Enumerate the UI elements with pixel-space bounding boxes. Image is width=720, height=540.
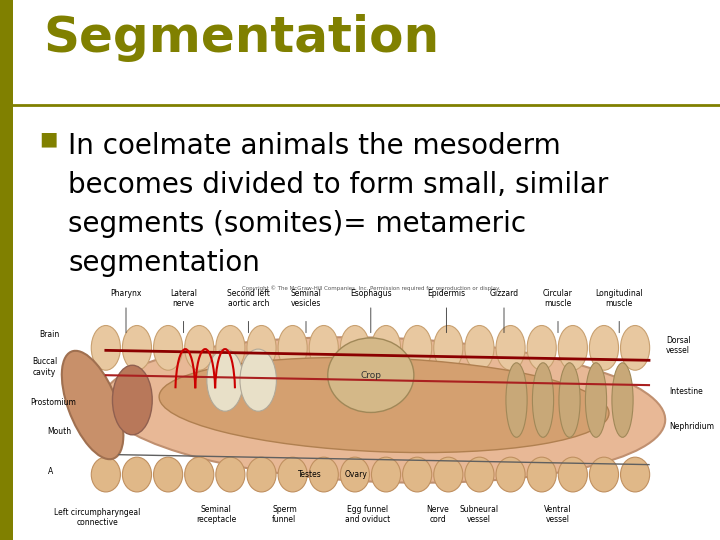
Ellipse shape	[402, 326, 432, 370]
Ellipse shape	[621, 326, 649, 370]
Ellipse shape	[341, 457, 369, 492]
Text: Segmentation: Segmentation	[43, 14, 439, 62]
Text: Dorsal
vessel: Dorsal vessel	[666, 336, 690, 355]
Ellipse shape	[184, 326, 214, 370]
Ellipse shape	[590, 326, 618, 370]
Ellipse shape	[328, 338, 414, 413]
Text: Testes: Testes	[298, 470, 321, 479]
Ellipse shape	[402, 457, 432, 492]
Ellipse shape	[496, 457, 525, 492]
Text: ■: ■	[40, 130, 58, 148]
Ellipse shape	[621, 457, 649, 492]
Ellipse shape	[309, 326, 338, 370]
Ellipse shape	[247, 326, 276, 370]
Ellipse shape	[465, 326, 494, 370]
Ellipse shape	[372, 457, 400, 492]
Text: Nephridium: Nephridium	[670, 422, 714, 431]
Ellipse shape	[122, 326, 151, 370]
Text: Copyright © The McGraw-Hill Companies, Inc. Permission required for reproduction: Copyright © The McGraw-Hill Companies, I…	[242, 286, 500, 292]
Text: Brain: Brain	[40, 330, 60, 339]
Text: Intestine: Intestine	[670, 387, 703, 396]
Ellipse shape	[558, 457, 588, 492]
Ellipse shape	[112, 365, 152, 435]
Ellipse shape	[433, 326, 463, 370]
Ellipse shape	[309, 457, 338, 492]
Ellipse shape	[278, 326, 307, 370]
Ellipse shape	[527, 457, 557, 492]
Text: In coelmate animals the mesoderm: In coelmate animals the mesoderm	[68, 132, 561, 160]
Ellipse shape	[184, 457, 214, 492]
Text: Sperm
funnel: Sperm funnel	[272, 505, 297, 524]
Ellipse shape	[216, 457, 245, 492]
Bar	[40, 281, 702, 529]
Text: Epidermis: Epidermis	[428, 289, 465, 298]
Ellipse shape	[91, 326, 120, 370]
Text: Seminal
vesicles: Seminal vesicles	[291, 289, 321, 308]
Ellipse shape	[62, 351, 123, 459]
Text: Esophagus: Esophagus	[350, 289, 392, 298]
Text: Lateral
nerve: Lateral nerve	[170, 289, 197, 308]
Text: A: A	[48, 467, 53, 476]
Text: segments (somites)= metameric: segments (somites)= metameric	[68, 210, 526, 238]
Ellipse shape	[496, 326, 525, 370]
Text: Nerve
cord: Nerve cord	[426, 505, 449, 524]
Text: becomes divided to form small, similar: becomes divided to form small, similar	[68, 171, 609, 199]
Ellipse shape	[153, 326, 183, 370]
Ellipse shape	[122, 457, 151, 492]
Bar	[0, 0, 13, 540]
Text: Circular
muscle: Circular muscle	[543, 289, 573, 308]
Ellipse shape	[506, 363, 527, 437]
Ellipse shape	[433, 457, 463, 492]
Ellipse shape	[207, 349, 243, 411]
Text: Crop: Crop	[360, 370, 382, 380]
Text: Second left
aortic arch: Second left aortic arch	[227, 289, 270, 308]
Ellipse shape	[341, 326, 369, 370]
Ellipse shape	[558, 326, 588, 370]
Text: Left circumpharyngeal
connective: Left circumpharyngeal connective	[54, 508, 140, 527]
Ellipse shape	[240, 349, 276, 411]
Ellipse shape	[612, 363, 633, 437]
Ellipse shape	[590, 457, 618, 492]
Text: Longitudinal
muscle: Longitudinal muscle	[595, 289, 643, 308]
Ellipse shape	[91, 457, 120, 492]
Ellipse shape	[278, 457, 307, 492]
Text: Ovary: Ovary	[345, 470, 368, 479]
Ellipse shape	[559, 363, 580, 437]
Text: Buccal
cavity: Buccal cavity	[32, 357, 58, 377]
Text: Egg funnel
and oviduct: Egg funnel and oviduct	[345, 505, 390, 524]
Text: segmentation: segmentation	[68, 249, 260, 277]
Text: Pharynx: Pharynx	[110, 289, 142, 298]
Ellipse shape	[372, 326, 400, 370]
Text: Gizzard: Gizzard	[490, 289, 518, 298]
Ellipse shape	[153, 457, 183, 492]
Text: Subneural
vessel: Subneural vessel	[459, 505, 498, 524]
Ellipse shape	[103, 337, 665, 483]
Ellipse shape	[216, 326, 245, 370]
Ellipse shape	[465, 457, 494, 492]
Ellipse shape	[247, 457, 276, 492]
Ellipse shape	[527, 326, 557, 370]
Text: Ventral
vessel: Ventral vessel	[544, 505, 572, 524]
Text: Seminal
receptacle: Seminal receptacle	[196, 505, 236, 524]
Ellipse shape	[159, 357, 609, 453]
Text: Mouth: Mouth	[47, 428, 71, 436]
Text: Prostomium: Prostomium	[30, 398, 76, 407]
Ellipse shape	[532, 363, 554, 437]
Ellipse shape	[585, 363, 607, 437]
